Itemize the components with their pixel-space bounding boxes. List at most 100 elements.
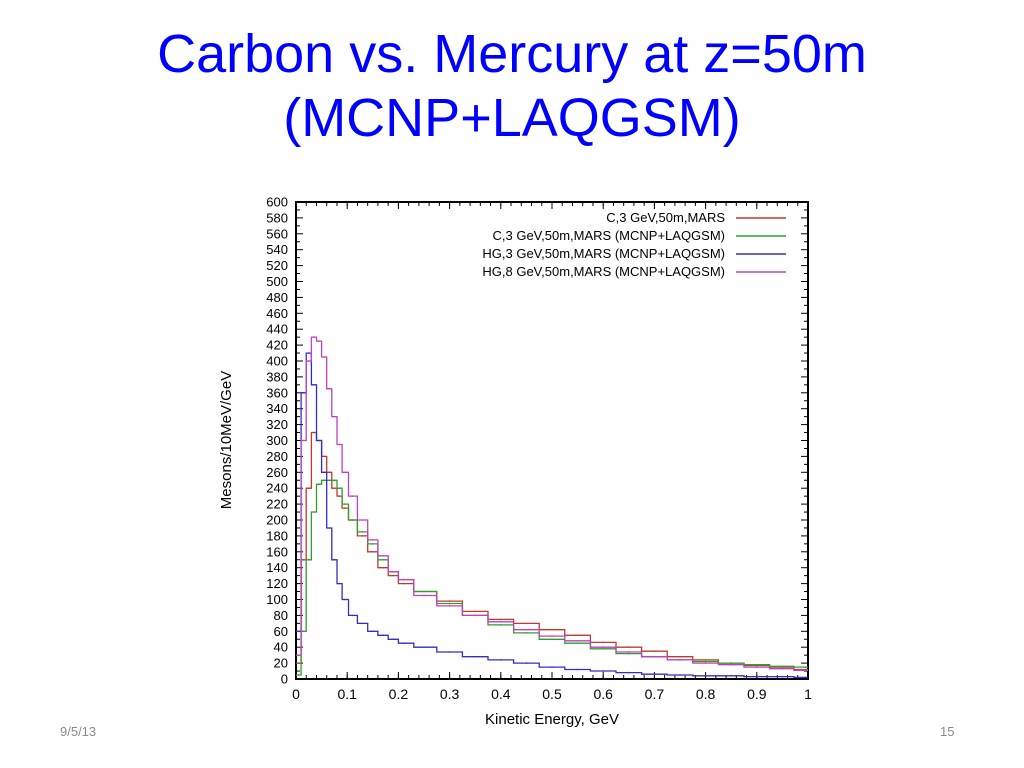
data-point bbox=[333, 487, 336, 490]
data-point bbox=[302, 439, 305, 442]
data-point bbox=[323, 479, 326, 482]
x-tick-label: 0.4 bbox=[491, 686, 511, 702]
data-point bbox=[704, 675, 707, 677]
data-point bbox=[328, 527, 331, 529]
data-point bbox=[343, 471, 346, 474]
data-point bbox=[361, 535, 364, 537]
data-point bbox=[551, 666, 553, 668]
x-axis-label: Kinetic Energy, GeV bbox=[485, 711, 619, 728]
data-point bbox=[333, 479, 336, 482]
y-tick-label: 300 bbox=[266, 433, 288, 448]
series-2 bbox=[296, 479, 808, 676]
data-point bbox=[338, 495, 341, 497]
y-tick-label: 540 bbox=[266, 242, 288, 257]
y-tick-label: 280 bbox=[266, 449, 288, 464]
data-point bbox=[551, 628, 553, 631]
data-point bbox=[602, 641, 604, 644]
y-tick-label: 440 bbox=[266, 322, 288, 337]
data-point bbox=[402, 642, 405, 644]
data-point bbox=[402, 578, 405, 581]
data-point bbox=[351, 614, 354, 617]
y-tick-label: 0 bbox=[281, 672, 288, 687]
data-point bbox=[653, 650, 656, 652]
data-point bbox=[333, 559, 336, 561]
data-point bbox=[323, 356, 326, 358]
y-tick-label: 420 bbox=[266, 338, 288, 353]
data-point bbox=[448, 651, 451, 653]
data-point bbox=[351, 495, 354, 497]
data-point bbox=[525, 622, 528, 625]
y-tick-label: 460 bbox=[266, 306, 288, 321]
x-tick-label: 0.9 bbox=[747, 686, 767, 702]
data-point bbox=[781, 665, 784, 668]
data-point bbox=[525, 628, 528, 631]
data-point bbox=[392, 570, 395, 573]
legend-label: HG,8 GeV,50m,MARS (MCNP+LAQGSM) bbox=[482, 264, 725, 279]
data-point bbox=[323, 455, 326, 458]
data-point bbox=[313, 336, 315, 338]
data-point bbox=[551, 638, 553, 641]
data-point bbox=[328, 388, 331, 390]
data-point bbox=[338, 443, 341, 446]
data-point bbox=[361, 531, 364, 533]
y-tick-label: 500 bbox=[266, 274, 288, 289]
data-point bbox=[328, 479, 331, 482]
data-point bbox=[704, 660, 707, 663]
data-point bbox=[756, 663, 758, 666]
series-3 bbox=[296, 352, 808, 679]
data-point bbox=[351, 519, 354, 521]
data-point bbox=[318, 483, 320, 486]
y-tick-label: 240 bbox=[266, 481, 288, 496]
data-point bbox=[551, 635, 553, 637]
data-point bbox=[448, 605, 451, 607]
y-tick-label: 140 bbox=[266, 560, 288, 575]
y-tick-label: 60 bbox=[274, 624, 288, 639]
data-point bbox=[372, 539, 374, 541]
x-tick-label: 0.2 bbox=[389, 686, 409, 702]
legend-label: C,3 GeV,50m,MARS (MCNP+LAQGSM) bbox=[493, 228, 726, 243]
data-point bbox=[423, 594, 425, 597]
data-point bbox=[730, 663, 732, 666]
y-tick-label: 580 bbox=[266, 210, 288, 225]
data-point bbox=[525, 632, 528, 634]
data-point bbox=[804, 666, 807, 668]
data-point bbox=[338, 582, 341, 585]
data-point bbox=[308, 360, 310, 362]
data-point bbox=[704, 659, 707, 661]
data-point bbox=[576, 634, 579, 637]
data-point bbox=[730, 662, 732, 664]
slide-title: Carbon vs. Mercury at z=50m (MCNP+LAQGSM… bbox=[0, 22, 1024, 150]
y-tick-label: 180 bbox=[266, 528, 288, 543]
data-point bbox=[297, 674, 300, 676]
y-tick-label: 380 bbox=[266, 369, 288, 384]
data-point bbox=[302, 392, 305, 394]
series-line bbox=[296, 336, 808, 671]
data-point bbox=[297, 630, 300, 633]
y-tick-label: 600 bbox=[266, 195, 288, 210]
y-tick-label: 400 bbox=[266, 354, 288, 369]
data-point bbox=[474, 655, 477, 658]
data-point bbox=[679, 655, 681, 658]
data-point bbox=[500, 659, 502, 661]
data-point bbox=[628, 652, 630, 655]
x-tick-label: 0.3 bbox=[440, 686, 460, 702]
y-tick-label: 220 bbox=[266, 497, 288, 512]
y-tick-label: 480 bbox=[266, 290, 288, 305]
data-point bbox=[343, 598, 346, 601]
data-point bbox=[382, 566, 384, 569]
data-point bbox=[576, 640, 579, 642]
slide-title-line1: Carbon vs. Mercury at z=50m bbox=[157, 24, 867, 84]
data-point bbox=[361, 519, 364, 521]
data-point bbox=[402, 582, 405, 585]
legend-label: HG,3 GeV,50m,MARS (MCNP+LAQGSM) bbox=[482, 246, 725, 261]
data-point bbox=[313, 431, 315, 434]
data-point bbox=[756, 675, 758, 678]
footer-page-number: 15 bbox=[940, 724, 955, 739]
y-tick-label: 100 bbox=[266, 592, 288, 607]
x-tick-label: 0 bbox=[292, 686, 300, 702]
data-point bbox=[474, 610, 477, 613]
x-tick-label: 0.5 bbox=[542, 686, 562, 702]
data-point bbox=[382, 634, 384, 637]
data-point bbox=[343, 503, 346, 505]
